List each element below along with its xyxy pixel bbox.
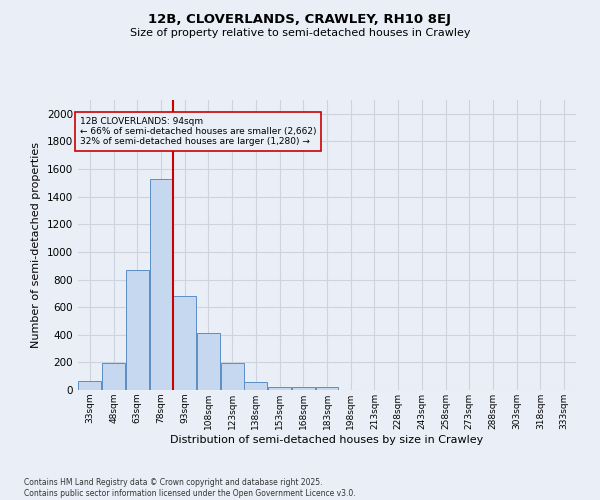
Bar: [268, 386, 291, 390]
Bar: [197, 332, 220, 390]
Text: Contains HM Land Registry data © Crown copyright and database right 2025.
Contai: Contains HM Land Registry data © Crown c…: [24, 478, 356, 498]
Bar: [244, 382, 268, 390]
Text: 12B CLOVERLANDS: 94sqm
← 66% of semi-detached houses are smaller (2,662)
32% of : 12B CLOVERLANDS: 94sqm ← 66% of semi-det…: [80, 116, 316, 146]
Text: 12B, CLOVERLANDS, CRAWLEY, RH10 8EJ: 12B, CLOVERLANDS, CRAWLEY, RH10 8EJ: [149, 12, 452, 26]
Bar: [221, 363, 244, 390]
Text: Size of property relative to semi-detached houses in Crawley: Size of property relative to semi-detach…: [130, 28, 470, 38]
Bar: [126, 270, 149, 390]
Bar: [149, 178, 172, 390]
X-axis label: Distribution of semi-detached houses by size in Crawley: Distribution of semi-detached houses by …: [170, 434, 484, 444]
Bar: [102, 363, 125, 390]
Y-axis label: Number of semi-detached properties: Number of semi-detached properties: [31, 142, 41, 348]
Bar: [79, 381, 101, 390]
Bar: [173, 296, 196, 390]
Bar: [316, 387, 338, 390]
Bar: [292, 387, 315, 390]
